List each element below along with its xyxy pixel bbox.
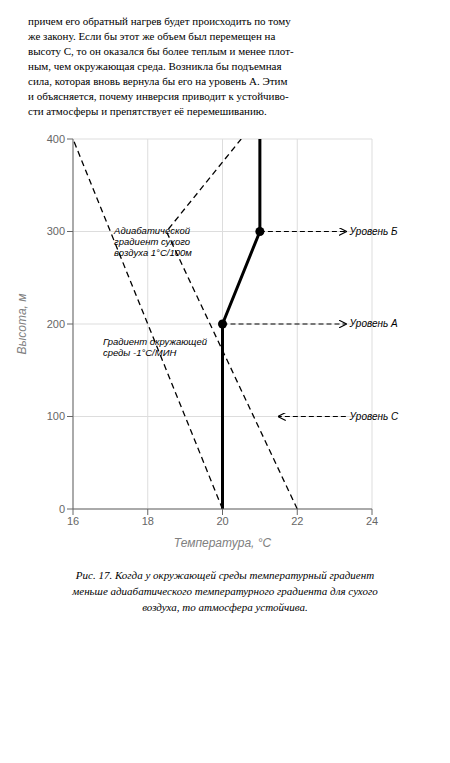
svg-text:200: 200 — [47, 318, 65, 330]
html-text:Рис. 17. Когда у окружающей ср: Рис. 17. Когда у окружающей среды темпер… — [75, 569, 375, 581]
svg-text:20: 20 — [216, 515, 228, 527]
svg-text:Температура, °C: Температура, °C — [174, 536, 272, 550]
svg-text:Градиент окружающейсреды -1°С/: Градиент окружающейсреды -1°С/МИН — [103, 336, 208, 358]
svg-text:Уровень С: Уровень С — [349, 410, 400, 421]
svg-text:300: 300 — [47, 225, 65, 237]
html-text:сила, которая вновь вернула бы: сила, которая вновь вернула бы его на ур… — [28, 75, 288, 87]
html-text:сти атмосферы и препятствует е: сти атмосферы и препятствует её перемеши… — [28, 105, 267, 117]
html-text:же закону. Если бы этот же объ: же закону. Если бы этот же объем был пер… — [28, 30, 276, 42]
html-text:ным, чем окружающая среда. Воз: ным, чем окружающая среда. Возникла бы п… — [28, 60, 282, 72]
html-text:меньше адиабатического темпера: меньше адиабатического температурного гр… — [72, 585, 378, 597]
svg-text:400: 400 — [47, 133, 65, 145]
html-text:и объясняется, почему инверсия: и объясняется, почему инверсия приводит … — [28, 90, 289, 102]
svg-text:16: 16 — [67, 515, 79, 527]
svg-text:Уровень А: Уровень А — [349, 318, 399, 329]
svg-text:0: 0 — [59, 503, 65, 515]
svg-text:Высота, м: Высота, м — [15, 294, 29, 355]
svg-text:Уровень Б: Уровень Б — [349, 225, 399, 236]
svg-text:Адиабатическойградиент сухогов: Адиабатическойградиент сухоговоздуха 1°С… — [113, 225, 192, 258]
html-text:причем его обратный нагрев буд: причем его обратный нагрев будет происхо… — [28, 15, 291, 27]
svg-text:24: 24 — [366, 515, 378, 527]
svg-text:22: 22 — [291, 515, 303, 527]
html-text:воздуха, то атмосфера устойчив: воздуха, то атмосфера устойчива. — [142, 601, 308, 613]
svg-text:100: 100 — [47, 410, 65, 422]
svg-text:18: 18 — [142, 515, 154, 527]
html-text:высоту C, то он оказался бы бо: высоту C, то он оказался бы более теплым… — [28, 45, 294, 57]
